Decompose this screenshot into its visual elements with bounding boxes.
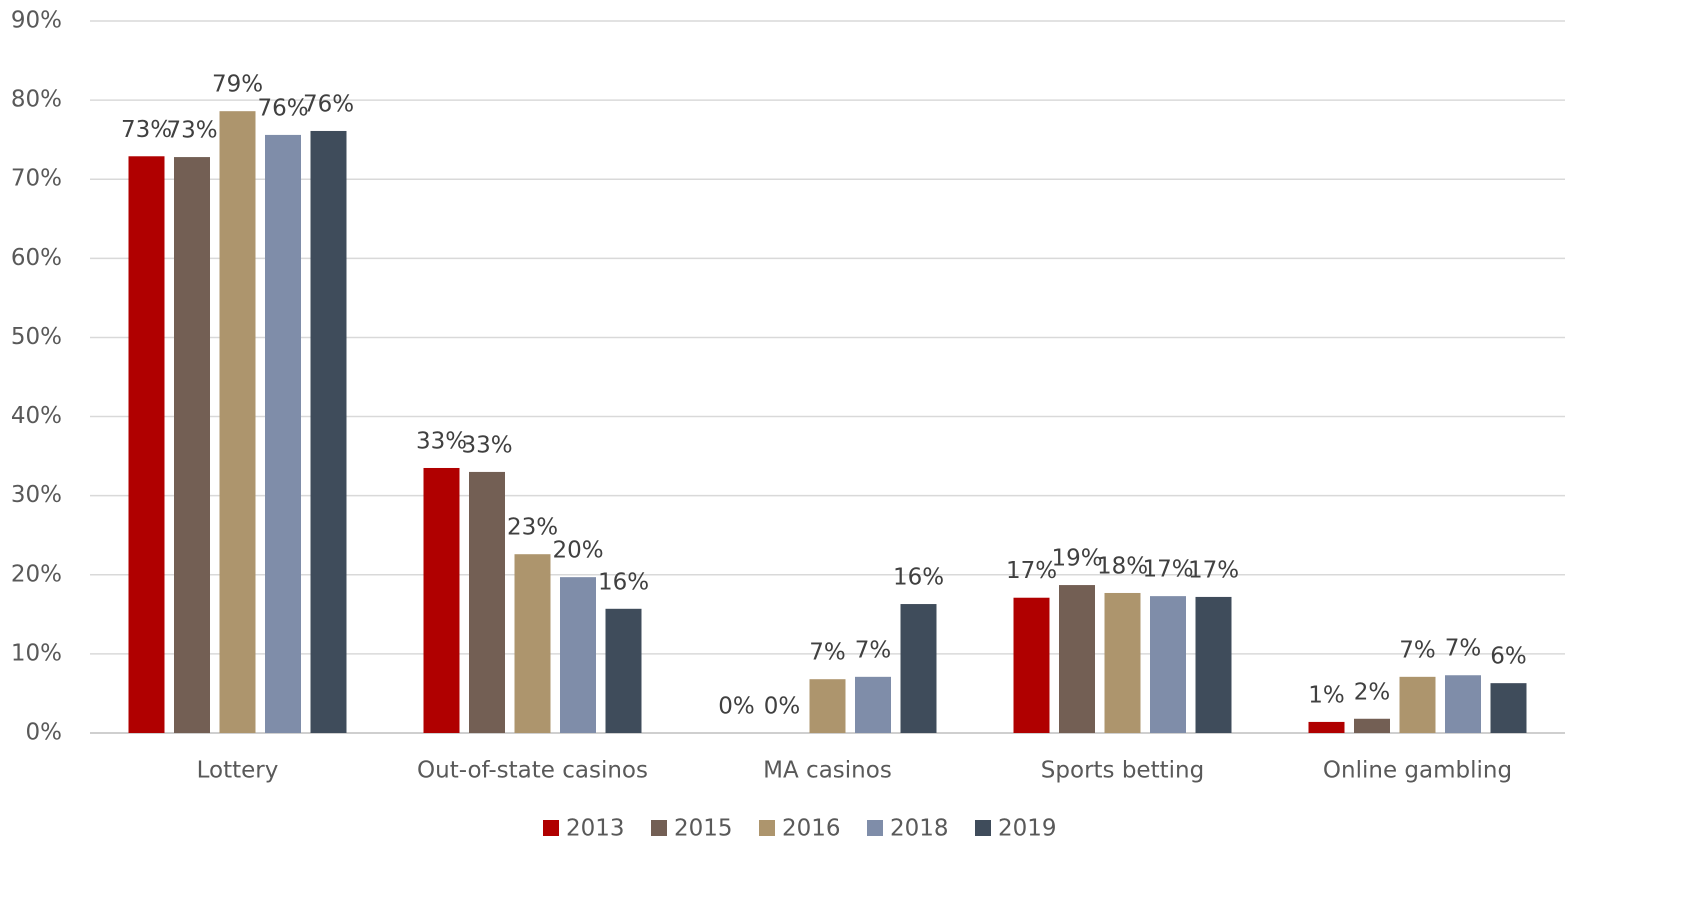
bar bbox=[310, 130, 347, 733]
value-label: 19% bbox=[1051, 546, 1102, 572]
bar bbox=[1013, 597, 1050, 733]
value-label: 1% bbox=[1308, 682, 1345, 708]
y-tick-label: 50% bbox=[11, 324, 62, 350]
bar bbox=[1354, 718, 1390, 733]
value-label: 33% bbox=[416, 428, 467, 454]
value-label: 33% bbox=[461, 432, 512, 458]
bar bbox=[900, 604, 937, 733]
legend-swatch bbox=[867, 820, 883, 836]
bar bbox=[1445, 675, 1481, 733]
y-tick-label: 40% bbox=[11, 403, 62, 429]
value-label: 7% bbox=[1399, 637, 1436, 663]
bar bbox=[855, 676, 891, 733]
value-label: 16% bbox=[893, 565, 944, 591]
x-tick-label: Online gambling bbox=[1323, 758, 1512, 784]
bar bbox=[1308, 721, 1345, 733]
value-label: 2% bbox=[1354, 679, 1391, 705]
y-tick-label: 0% bbox=[26, 720, 63, 746]
bar bbox=[560, 577, 596, 733]
bar bbox=[809, 679, 846, 733]
legend-swatch bbox=[975, 820, 991, 836]
bar bbox=[128, 156, 165, 733]
y-tick-label: 20% bbox=[11, 561, 62, 587]
value-label: 6% bbox=[1490, 644, 1527, 670]
value-label: 73% bbox=[121, 117, 172, 143]
x-tick-label: MA casinos bbox=[763, 758, 892, 784]
legend-label: 2019 bbox=[998, 816, 1057, 842]
value-label: 23% bbox=[507, 515, 558, 541]
legend-label: 2016 bbox=[782, 816, 841, 842]
x-tick-label: Lottery bbox=[197, 758, 279, 784]
value-label: 7% bbox=[1445, 636, 1482, 662]
bar bbox=[469, 471, 505, 733]
y-tick-label: 60% bbox=[11, 245, 62, 271]
legend-swatch bbox=[651, 820, 667, 836]
bar bbox=[1399, 676, 1436, 733]
bar bbox=[1150, 596, 1186, 733]
value-label: 18% bbox=[1097, 553, 1148, 579]
bar bbox=[174, 157, 210, 733]
value-label: 0% bbox=[718, 694, 755, 720]
y-tick-label: 10% bbox=[11, 640, 62, 666]
value-label: 7% bbox=[855, 637, 892, 663]
value-label: 7% bbox=[809, 640, 846, 666]
y-tick-label: 90% bbox=[11, 8, 62, 34]
y-tick-label: 80% bbox=[11, 87, 62, 113]
bar bbox=[1059, 585, 1095, 733]
value-label: 17% bbox=[1188, 557, 1239, 583]
bar bbox=[605, 608, 642, 733]
y-tick-label: 70% bbox=[11, 166, 62, 192]
value-label: 76% bbox=[257, 95, 308, 121]
legend-swatch bbox=[759, 820, 775, 836]
legend-label: 2015 bbox=[674, 816, 733, 842]
bar bbox=[1104, 592, 1141, 733]
legend-label: 2018 bbox=[890, 816, 949, 842]
x-tick-label: Sports betting bbox=[1041, 758, 1204, 784]
value-label: 17% bbox=[1006, 558, 1057, 584]
y-tick-label: 30% bbox=[11, 482, 62, 508]
x-tick-label: Out-of-state casinos bbox=[417, 758, 648, 784]
bar bbox=[265, 134, 301, 734]
legend-label: 2013 bbox=[566, 816, 625, 842]
value-label: 79% bbox=[212, 72, 263, 98]
bar bbox=[219, 111, 256, 734]
value-label: 16% bbox=[598, 569, 649, 595]
value-label: 17% bbox=[1142, 557, 1193, 583]
value-label: 0% bbox=[764, 694, 801, 720]
value-label: 76% bbox=[303, 91, 354, 117]
bar bbox=[514, 554, 551, 733]
value-label: 73% bbox=[166, 118, 217, 144]
bar bbox=[1490, 683, 1527, 733]
legend-swatch bbox=[543, 820, 559, 836]
value-label: 20% bbox=[552, 538, 603, 564]
bar bbox=[423, 467, 460, 733]
bar bbox=[1195, 596, 1232, 733]
